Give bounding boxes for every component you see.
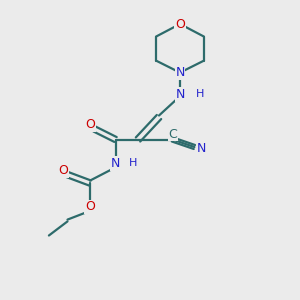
Text: O: O: [86, 118, 95, 131]
Text: H: H: [129, 158, 138, 168]
Text: C: C: [168, 128, 177, 141]
Text: N: N: [196, 142, 206, 155]
Text: O: O: [175, 17, 185, 31]
Text: N: N: [175, 66, 185, 79]
Text: N: N: [175, 88, 185, 101]
Text: H: H: [196, 88, 205, 99]
Text: O: O: [58, 164, 68, 177]
Text: N: N: [111, 157, 120, 170]
Text: O: O: [85, 200, 95, 214]
